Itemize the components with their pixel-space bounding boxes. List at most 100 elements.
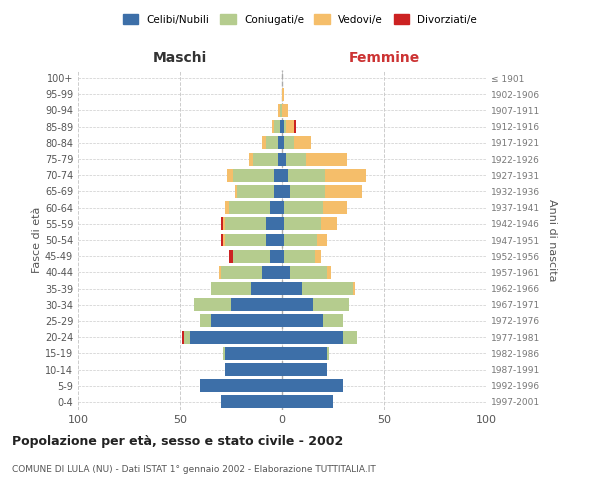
Bar xyxy=(321,218,337,230)
Bar xyxy=(253,152,278,166)
Bar xyxy=(282,266,290,279)
Bar xyxy=(262,266,282,279)
Bar xyxy=(290,185,325,198)
Y-axis label: Fasce di età: Fasce di età xyxy=(32,207,42,273)
Bar xyxy=(219,266,221,279)
Bar xyxy=(229,250,233,262)
Bar xyxy=(211,282,251,295)
Bar xyxy=(211,314,282,328)
Bar xyxy=(225,363,282,376)
Bar xyxy=(266,218,282,230)
Bar xyxy=(294,120,296,133)
Bar xyxy=(282,185,290,198)
Bar xyxy=(282,330,343,344)
Bar xyxy=(282,201,284,214)
Bar xyxy=(251,282,282,295)
Bar xyxy=(282,152,286,166)
Bar xyxy=(282,363,327,376)
Bar xyxy=(288,169,325,181)
Bar xyxy=(227,169,233,181)
Text: COMUNE DI LULA (NU) - Dati ISTAT 1° gennaio 2002 - Elaborazione TUTTITALIA.IT: COMUNE DI LULA (NU) - Dati ISTAT 1° genn… xyxy=(12,465,376,474)
Bar xyxy=(262,136,266,149)
Bar xyxy=(194,298,231,311)
Bar xyxy=(282,396,333,408)
Bar xyxy=(282,379,343,392)
Bar xyxy=(282,234,284,246)
Bar xyxy=(280,104,282,117)
Bar xyxy=(282,169,288,181)
Bar xyxy=(190,330,282,344)
Bar xyxy=(200,314,211,328)
Bar xyxy=(282,104,288,117)
Bar xyxy=(270,201,282,214)
Bar xyxy=(182,330,184,344)
Bar xyxy=(221,396,282,408)
Bar xyxy=(317,234,327,246)
Bar xyxy=(225,218,266,230)
Bar xyxy=(223,347,225,360)
Bar xyxy=(294,136,311,149)
Bar xyxy=(353,282,355,295)
Bar xyxy=(325,169,365,181)
Bar xyxy=(221,234,223,246)
Bar xyxy=(327,347,329,360)
Bar xyxy=(282,136,284,149)
Bar xyxy=(229,201,270,214)
Bar xyxy=(282,347,327,360)
Bar xyxy=(286,152,307,166)
Bar xyxy=(200,379,282,392)
Bar xyxy=(343,330,358,344)
Bar xyxy=(237,185,274,198)
Bar xyxy=(274,120,280,133)
Bar xyxy=(223,234,225,246)
Bar xyxy=(225,347,282,360)
Bar xyxy=(282,250,284,262)
Legend: Celibi/Nubili, Coniugati/e, Vedovi/e, Divorziati/e: Celibi/Nubili, Coniugati/e, Vedovi/e, Di… xyxy=(119,10,481,29)
Bar xyxy=(307,152,347,166)
Bar xyxy=(223,218,225,230)
Bar xyxy=(327,266,331,279)
Bar xyxy=(272,120,274,133)
Bar xyxy=(323,314,343,328)
Bar xyxy=(250,152,253,166)
Bar xyxy=(282,88,284,101)
Bar xyxy=(286,120,294,133)
Bar xyxy=(284,250,314,262)
Bar xyxy=(184,330,190,344)
Bar xyxy=(221,218,223,230)
Text: Popolazione per età, sesso e stato civile - 2002: Popolazione per età, sesso e stato civil… xyxy=(12,435,343,448)
Bar xyxy=(278,104,280,117)
Bar xyxy=(313,298,349,311)
Bar xyxy=(233,169,274,181)
Bar xyxy=(274,169,282,181)
Bar xyxy=(225,201,229,214)
Bar xyxy=(274,185,282,198)
Bar xyxy=(221,266,262,279)
Bar xyxy=(284,120,286,133)
Bar xyxy=(266,234,282,246)
Bar xyxy=(280,120,282,133)
Bar xyxy=(282,298,313,311)
Text: Maschi: Maschi xyxy=(153,51,207,65)
Bar xyxy=(266,136,278,149)
Bar xyxy=(235,185,237,198)
Bar xyxy=(282,218,284,230)
Bar xyxy=(290,266,327,279)
Bar xyxy=(284,201,323,214)
Bar xyxy=(225,234,266,246)
Bar xyxy=(278,152,282,166)
Bar xyxy=(282,282,302,295)
Bar xyxy=(314,250,321,262)
Bar xyxy=(284,234,317,246)
Bar xyxy=(284,136,294,149)
Bar xyxy=(270,250,282,262)
Text: Femmine: Femmine xyxy=(349,51,419,65)
Bar xyxy=(282,314,323,328)
Bar xyxy=(284,218,321,230)
Bar xyxy=(325,185,362,198)
Bar xyxy=(323,201,347,214)
Y-axis label: Anni di nascita: Anni di nascita xyxy=(547,198,557,281)
Bar xyxy=(233,250,270,262)
Bar xyxy=(302,282,353,295)
Bar xyxy=(278,136,282,149)
